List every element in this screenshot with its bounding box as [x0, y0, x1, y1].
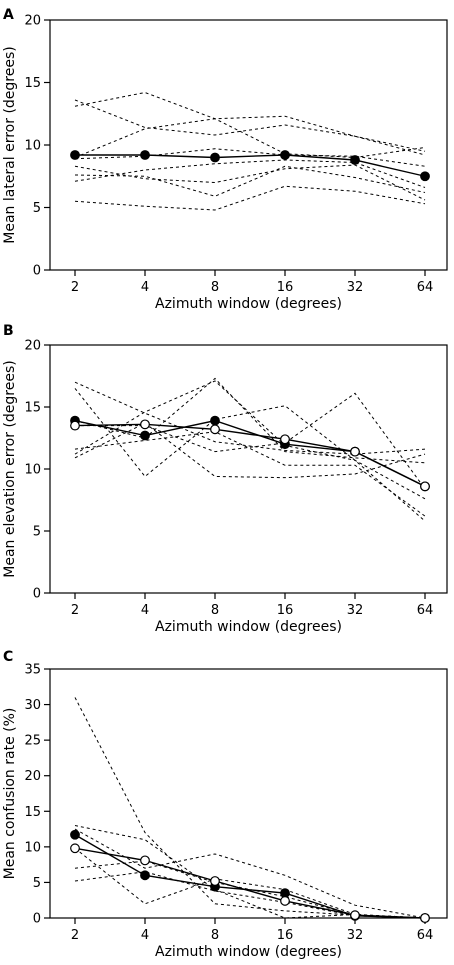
plot-frame: [49, 344, 448, 594]
mean-point-open: [210, 424, 220, 435]
individual-series-line: [74, 115, 426, 158]
x-tick-label: 64: [417, 928, 434, 943]
x-axis-label: Azimuth window (degrees): [155, 944, 342, 960]
mean-point-open: [140, 855, 150, 866]
individual-series-line: [74, 164, 426, 201]
mean-series-line-filled: [74, 419, 426, 487]
x-tick-label: 32: [347, 603, 364, 618]
y-tick-label: 10: [24, 139, 41, 154]
x-tick-label: 2: [71, 280, 79, 295]
x-tick-label: 8: [211, 928, 219, 943]
x-axis-label: Azimuth window (degrees): [155, 619, 342, 635]
mean-series-line-open: [74, 847, 426, 919]
individual-series-line: [74, 91, 426, 159]
y-tick-label: 20: [24, 339, 41, 354]
x-tick-label: 4: [141, 928, 149, 943]
y-tick-label: 0: [33, 264, 41, 279]
y-tick-label: 10: [24, 840, 41, 855]
panel-A: 0 5 10 15 20 2 4 8 16 32 64 Azimuth window (degrees…: [2, 7, 448, 312]
individual-series-line: [75, 392, 426, 490]
individual-series-line: [74, 422, 426, 479]
mean-point-open: [350, 910, 360, 921]
individual-series-line: [74, 99, 426, 156]
mean-point-filled: [70, 829, 80, 840]
mean-point-open: [420, 913, 430, 923]
individual-series-line: [74, 697, 426, 919]
y-tick-label: 20: [24, 769, 41, 784]
y-axis-label: Mean elevation error (degrees): [2, 360, 18, 577]
mean-point-open: [210, 876, 220, 886]
mean-point-open: [420, 481, 430, 492]
individual-series-line: [74, 159, 426, 188]
panel-label: B: [3, 323, 14, 339]
mean-point-open: [350, 446, 360, 457]
x-tick-label: 16: [277, 603, 294, 618]
mean-series-line-open: [74, 423, 426, 487]
x-tick-label: 8: [211, 280, 219, 295]
x-tick-label: 2: [71, 928, 79, 943]
mean-point-filled: [70, 150, 80, 160]
mean-point-open: [280, 434, 290, 445]
mean-point-filled: [210, 152, 220, 163]
mean-point-filled: [140, 870, 150, 881]
panel-label: C: [3, 649, 13, 665]
y-tick-label: 0: [33, 912, 41, 927]
panel-C: 0 5 10 15 20 25 30 35 2 4 8 16 32 64 Azimuth window (d…: [2, 649, 448, 960]
individual-series-line: [74, 380, 426, 500]
x-axis-label: Azimuth window (degrees): [155, 296, 342, 312]
plot-frame: [49, 668, 448, 919]
mean-series-line-filled: [74, 834, 426, 919]
y-tick-label: 35: [24, 663, 41, 678]
x-tick-label: 16: [277, 280, 294, 295]
y-tick-label: 30: [24, 698, 41, 713]
x-tick-label: 32: [347, 280, 364, 295]
panel-B: 0 5 10 15 20 2 4 8 16 32 64 Azimuth window (degrees…: [2, 323, 448, 635]
individual-series-line: [74, 377, 426, 464]
x-tick-label: 32: [347, 928, 364, 943]
x-tick-label: 64: [417, 280, 434, 295]
x-tick-label: 4: [141, 280, 149, 295]
y-tick-label: 10: [24, 463, 41, 478]
mean-point-filled: [280, 150, 290, 160]
y-tick-label: 0: [33, 587, 41, 602]
y-tick-label: 5: [33, 525, 41, 540]
x-tick-label: 8: [211, 603, 219, 618]
y-tick-label: 25: [24, 734, 41, 749]
mean-point-filled: [140, 150, 150, 160]
x-tick-label: 64: [417, 603, 434, 618]
mean-point-filled: [420, 171, 430, 182]
individual-series-line: [74, 148, 426, 167]
individual-series-line: [74, 871, 426, 919]
panel-label: A: [3, 7, 14, 23]
individual-series-line: [74, 185, 426, 211]
y-tick-label: 15: [24, 76, 41, 91]
mean-series-line-filled: [75, 154, 426, 177]
mean-point-open: [70, 420, 80, 431]
y-axis-label: Mean lateral error (degrees): [2, 46, 18, 243]
individual-series-line: [74, 828, 426, 919]
individual-series-line: [74, 381, 426, 455]
individual-series-line: [74, 388, 426, 522]
y-tick-label: 5: [33, 201, 41, 216]
mean-point-open: [280, 896, 290, 906]
individual-series-line: [74, 165, 426, 197]
mean-point-open: [70, 843, 80, 854]
x-tick-label: 2: [71, 603, 79, 618]
x-tick-label: 16: [277, 928, 294, 943]
y-tick-label: 5: [33, 876, 41, 891]
individual-series-line: [74, 431, 426, 517]
mean-point-filled: [210, 415, 220, 426]
x-tick-label: 4: [141, 603, 149, 618]
individual-series-line: [74, 825, 426, 919]
y-tick-label: 20: [24, 14, 41, 29]
y-axis-label: Mean confusion rate (%): [2, 708, 18, 880]
y-tick-label: 15: [24, 805, 41, 820]
mean-point-open: [140, 419, 150, 430]
mean-point-filled: [350, 155, 360, 165]
y-tick-label: 15: [24, 401, 41, 416]
mean-point-filled: [140, 430, 150, 441]
